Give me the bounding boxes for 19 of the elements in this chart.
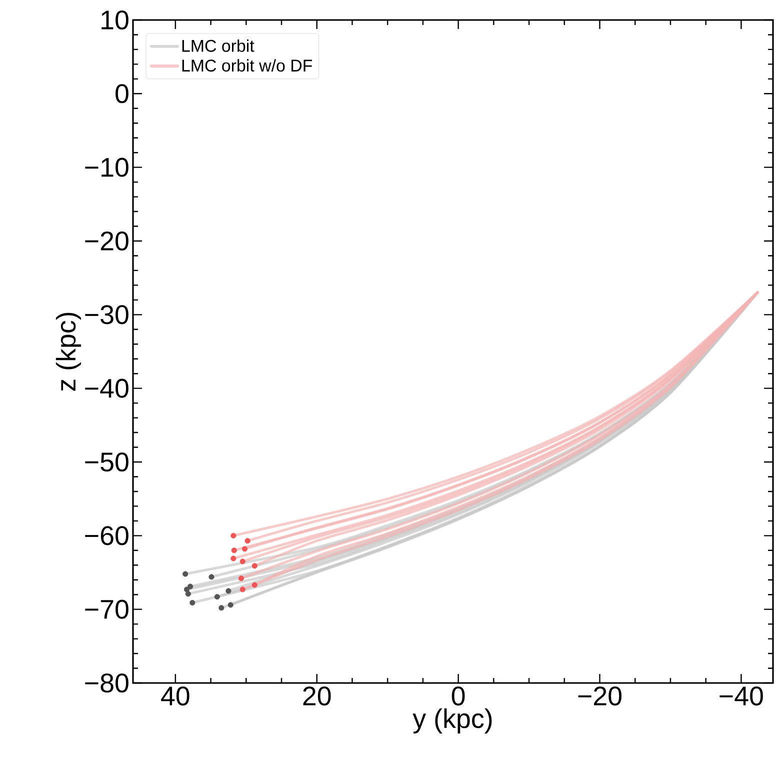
y-tick-label: 10 — [102, 10, 128, 30]
y-axis-title: z (kpc) — [56, 312, 81, 391]
y-tick-label: −40 — [85, 378, 128, 398]
x-tick-label: 40 — [161, 686, 190, 706]
y-tick-label: −50 — [85, 452, 128, 472]
y-tick-label: 0 — [116, 84, 128, 104]
x-axis-title: y (kpc) — [412, 708, 492, 734]
x-tick-label: 20 — [303, 686, 331, 706]
x-tick-label: −40 — [720, 686, 763, 706]
y-tick-label: −30 — [85, 305, 128, 324]
x-tick-label: −20 — [578, 686, 622, 706]
y-tick-label: −60 — [85, 526, 128, 546]
legend-label: LMC orbit w/o DF — [182, 59, 312, 72]
y-tick-label: −80 — [85, 673, 128, 693]
y-tick-label: −20 — [85, 231, 128, 251]
y-tick-label: −10 — [85, 158, 128, 177]
x-tick-label: 0 — [452, 686, 465, 706]
legend-label: LMC orbit — [182, 39, 254, 52]
y-tick-label: −70 — [85, 600, 128, 619]
